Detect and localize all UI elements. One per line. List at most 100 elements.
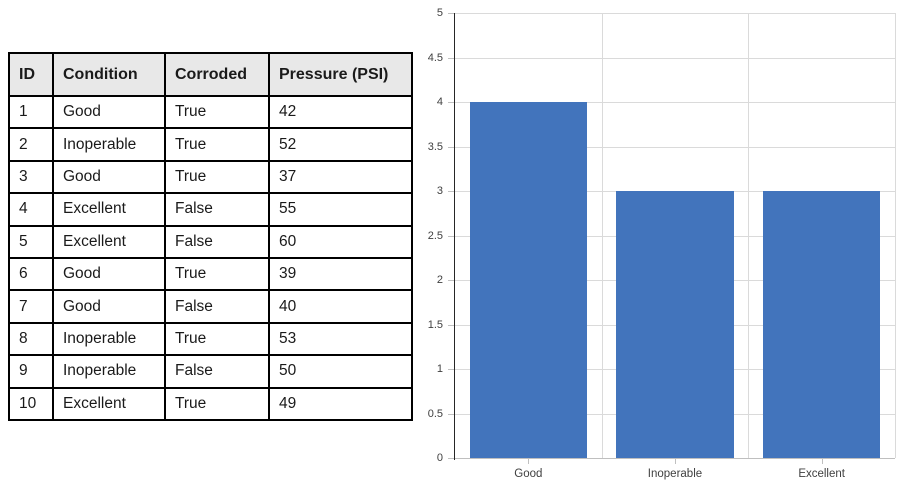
table-cell: True — [164, 321, 270, 357]
x-axis-tick — [821, 459, 823, 464]
table-cell: 5 — [8, 224, 54, 259]
table-row: 7 Good False 40 — [8, 289, 413, 324]
x-gridline — [601, 13, 603, 458]
y-axis-tick — [448, 13, 455, 14]
y-axis-tick — [448, 146, 455, 148]
table-cell: False — [164, 192, 270, 227]
table-cell: 4 — [8, 192, 54, 227]
y-gridline — [455, 146, 895, 148]
table-row: 9 Inoperable False 50 — [8, 354, 413, 389]
y-tick-label: 0 — [436, 452, 443, 464]
y-axis-tick — [448, 413, 455, 415]
table-cell: 10 — [8, 386, 54, 421]
table-cell: True — [164, 127, 270, 162]
table-cell: True — [164, 159, 270, 195]
table-cell: True — [164, 386, 270, 421]
x-axis-tick — [528, 459, 530, 464]
column-header: ID — [8, 52, 54, 97]
table-body: 1 Good True 42 2 Inoperable True 52 3 Good True 37 4… — [8, 94, 413, 421]
table-cell: Excellent — [52, 224, 166, 259]
table-row: 2 Inoperable True 52 — [8, 127, 413, 162]
table-cell: Good — [52, 94, 166, 130]
table-row: 1 Good True 42 — [8, 94, 413, 130]
column-header: Condition — [52, 52, 166, 97]
y-gridline — [455, 458, 895, 459]
x-category-label: Inoperable — [647, 468, 703, 480]
table-cell: 52 — [268, 127, 413, 162]
table-row: 3 Good True 37 — [8, 159, 413, 195]
y-tick-label: 3 — [436, 185, 443, 197]
table-cell: Inoperable — [52, 127, 166, 162]
table-cell: 3 — [8, 159, 54, 195]
y-tick-label: 2 — [436, 274, 443, 286]
table-row: 6 Good True 39 — [8, 256, 413, 292]
y-axis-tick — [448, 369, 455, 370]
table-cell: 53 — [268, 321, 413, 357]
y-tick-label: 1 — [436, 363, 443, 375]
table-cell: 42 — [268, 94, 413, 130]
table-cell: Good — [52, 159, 166, 195]
column-header: Pressure (PSI) — [268, 52, 413, 97]
table-row: 5 Excellent False 60 — [8, 224, 413, 259]
table-cell: Inoperable — [52, 354, 166, 389]
table-cell: Inoperable — [52, 321, 166, 357]
table-cell: 55 — [268, 192, 413, 227]
y-tick-label: 2.5 — [427, 229, 443, 242]
table-cell: Good — [52, 256, 166, 292]
x-gridline — [895, 13, 896, 458]
table-header-row: ID Condition Corroded Pressure (PSI) — [8, 52, 413, 97]
table-cell: 37 — [268, 159, 413, 195]
x-axis-tick — [675, 459, 676, 464]
y-tick-label: 4 — [436, 96, 443, 108]
table-row: 10 Excellent True 49 — [8, 386, 413, 421]
y-axis-tick — [448, 102, 455, 103]
table-cell: 2 — [8, 127, 54, 162]
table-cell: 39 — [268, 256, 413, 292]
table-cell: 9 — [8, 354, 54, 389]
y-tick-label: 4.5 — [427, 51, 443, 64]
y-gridline — [455, 13, 895, 14]
y-axis-tick — [448, 235, 455, 237]
bar-good — [469, 102, 587, 458]
y-tick-label: 5 — [436, 7, 443, 19]
bar-excellent — [763, 191, 881, 458]
table-cell: True — [164, 256, 270, 292]
table-cell: False — [164, 354, 270, 389]
table-cell: False — [164, 289, 270, 324]
table-cell: Good — [52, 289, 166, 324]
table-cell: 60 — [268, 224, 413, 259]
y-axis-line — [453, 13, 455, 460]
y-gridline — [455, 102, 895, 103]
y-axis-tick — [448, 57, 455, 59]
y-axis-tick — [448, 458, 455, 459]
x-gridline — [748, 13, 750, 458]
x-category-label: Excellent — [798, 468, 845, 480]
table-cell: 8 — [8, 321, 54, 357]
data-table: ID Condition Corroded Pressure (PSI) 1 Good T… — [8, 52, 413, 421]
table-cell: True — [164, 94, 270, 130]
column-header: Corroded — [164, 52, 270, 97]
table-cell: 1 — [8, 94, 54, 130]
table-cell: 7 — [8, 289, 54, 324]
table-cell: Excellent — [52, 192, 166, 227]
table-cell: 40 — [268, 289, 413, 324]
y-axis-tick — [448, 324, 455, 326]
x-category-label: Good — [514, 468, 543, 480]
y-axis-tick — [448, 191, 455, 192]
table-row: ID Condition Corroded Pressure (PSI) — [8, 52, 413, 97]
table-cell: Excellent — [52, 386, 166, 421]
table-cell: 49 — [268, 386, 413, 421]
table-cell: 50 — [268, 354, 413, 389]
table-cell: False — [164, 224, 270, 259]
y-gridline — [455, 57, 895, 59]
table-row: 4 Excellent False 55 — [8, 192, 413, 227]
table-row: 8 Inoperable True 53 — [8, 321, 413, 357]
y-axis-tick — [448, 280, 455, 281]
y-tick-label: 1.5 — [427, 318, 443, 331]
bar-inoperable — [616, 191, 734, 458]
y-tick-label: 3.5 — [427, 140, 443, 153]
y-tick-label: 0.5 — [427, 407, 443, 420]
table-cell: 6 — [8, 256, 54, 292]
